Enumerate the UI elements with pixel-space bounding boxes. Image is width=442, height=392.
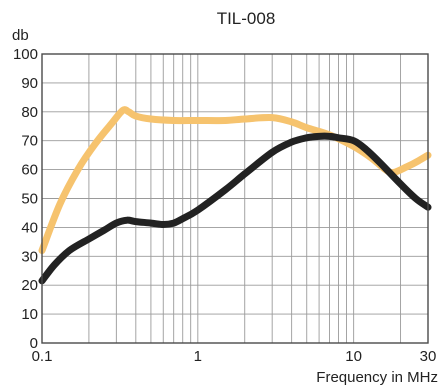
y-tick-label: 60 <box>21 162 38 179</box>
y-tick-label: 100 <box>13 46 38 63</box>
series-lines <box>38 106 432 285</box>
y-tick-label: 30 <box>21 248 38 265</box>
plot-frame <box>41 53 429 344</box>
grid <box>41 53 429 344</box>
chart-title: TIL-008 <box>217 9 276 28</box>
y-tick-labels: 0 10 20 30 40 50 60 70 80 90 100 <box>13 46 38 352</box>
x-tick-label: 1 <box>194 348 202 365</box>
y-tick-label: 0 <box>30 335 38 352</box>
x-axis-label: Frequency in MHz <box>316 369 438 386</box>
x-tick-labels: 0.1 1 10 30 <box>32 348 437 365</box>
y-axis-label: db <box>12 27 29 44</box>
y-tick-label: 20 <box>21 277 38 294</box>
x-tick-label: 30 <box>420 348 437 365</box>
y-tick-label: 70 <box>21 133 38 150</box>
x-tick-label: 10 <box>345 348 362 365</box>
y-tick-label: 40 <box>21 219 38 236</box>
y-tick-label: 80 <box>21 104 38 121</box>
y-tick-label: 10 <box>21 306 38 323</box>
y-tick-label: 50 <box>21 191 38 208</box>
y-tick-label: 90 <box>21 75 38 92</box>
series-line-black <box>38 132 432 285</box>
x-tick-label: 0.1 <box>32 348 53 365</box>
